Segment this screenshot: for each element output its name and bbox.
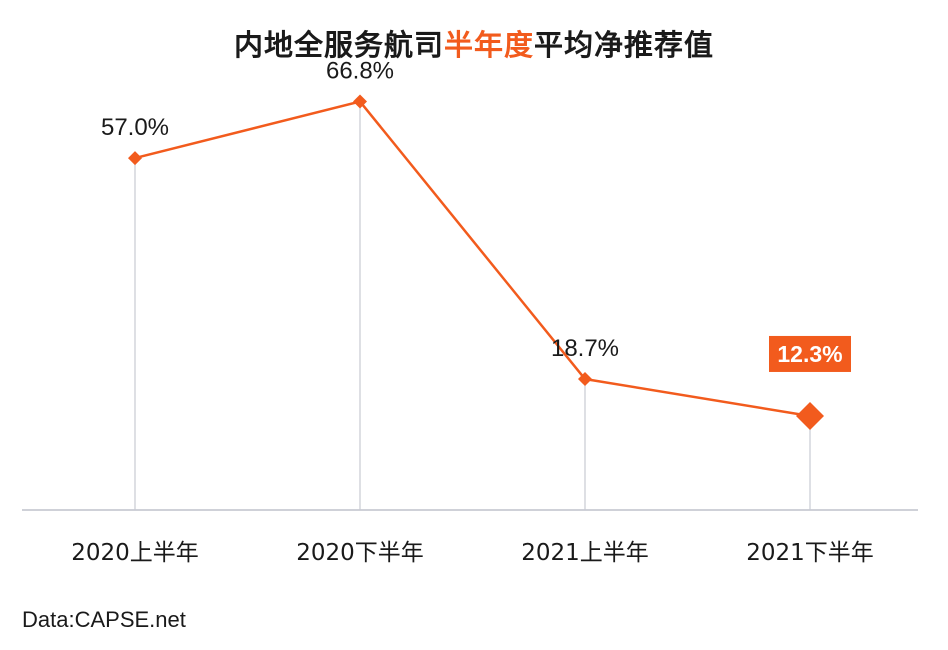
title-part-2: 平均净推荐值 [534, 28, 715, 62]
x-tick-label-2: 2020下半年 [296, 540, 424, 566]
x-tick-labels: 2020上半年 2020下半年 2021上半年 2021下半年 [71, 540, 874, 566]
x-tick-label-1: 2020上半年 [71, 540, 199, 566]
data-point-3 [578, 372, 592, 387]
data-source: Data:CAPSE.net [22, 607, 186, 632]
data-label-3: 18.7% [551, 335, 619, 362]
data-label-2: 66.8% [326, 58, 394, 85]
data-points [128, 94, 824, 430]
data-point-1 [128, 151, 142, 166]
x-tick-label-4: 2021下半年 [746, 540, 874, 566]
title-part-1: 内地全服务航司 [233, 28, 444, 62]
data-label-1: 57.0% [101, 114, 169, 141]
data-point-4 [796, 401, 824, 430]
chart-title: 内地全服务航司半年度平均净推荐值 [0, 22, 948, 64]
series-line [134, 100, 811, 418]
x-tick-label-3: 2021上半年 [521, 540, 649, 566]
data-point-2 [353, 94, 367, 109]
highlight-label-box [769, 335, 851, 372]
data-label-4: 12.3% [777, 341, 842, 367]
title-highlight: 半年度 [443, 28, 534, 62]
drop-lines [134, 101, 811, 510]
data-labels: 57.0% 66.8% 18.7% 12.3% [101, 58, 851, 372]
